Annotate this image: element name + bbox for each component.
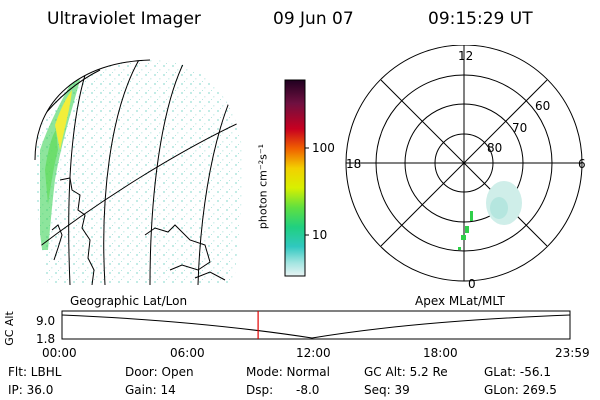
status-glat: GLat: -56.1 [484,365,551,379]
mlt-label-12: 12 [458,49,474,63]
status-glon: GLon: 269.5 [484,383,557,397]
timeline-plot [61,310,571,340]
timeline-xtick-1800: 18:00 [423,346,458,360]
status-gc-alt: GC Alt: 5.2 Re [364,365,448,379]
timeline-xtick-0000: 00:00 [42,346,77,360]
lat-label-70: 70 [512,121,528,135]
timeline-ytick-low: 1.8 [36,332,56,346]
mlt-label-18: 18 [346,157,362,171]
timeline-xtick-2359: 23:59 [555,346,590,360]
mlt-label-6: 6 [578,157,586,171]
date-label: 09 Jun 07 [273,9,354,29]
timeline-xtick-0600: 06:00 [170,346,205,360]
status-gain: Gain: 14 [125,383,176,397]
colorbar-unit-label: photon cm⁻²s⁻¹ [256,143,270,230]
timeline-xtick-1200: 12:00 [296,346,331,360]
mlt-label-0: 0 [468,277,476,291]
lat-label-60: 60 [535,99,551,113]
status-filter: Flt: LBHL [8,365,62,379]
color-bar [284,79,309,277]
lat-label-80: 80 [487,141,503,155]
timeline-right-caption: Apex MLat/MLT [415,294,505,308]
app-title: Ultraviolet Imager [47,9,201,29]
colorbar-tick-100: 100 [312,141,335,155]
colorbar-tick-10: 10 [312,228,328,242]
status-door: Door: Open [125,365,194,379]
polar-plot [345,45,583,282]
time-label: 09:15:29 UT [428,9,533,29]
timeline-left-caption: Geographic Lat/Lon [70,294,188,308]
status-dsp-value: -8.0 [296,383,320,397]
timeline-ytick-high: 9.0 [36,314,56,328]
status-seq: Seq: 39 [364,383,410,397]
status-mode: Mode: Normal [246,365,330,379]
status-dsp-label: Dsp: [246,383,274,397]
timeline-y-axis-label: GC Alt [2,311,16,346]
status-ip: IP: 36.0 [8,383,54,397]
